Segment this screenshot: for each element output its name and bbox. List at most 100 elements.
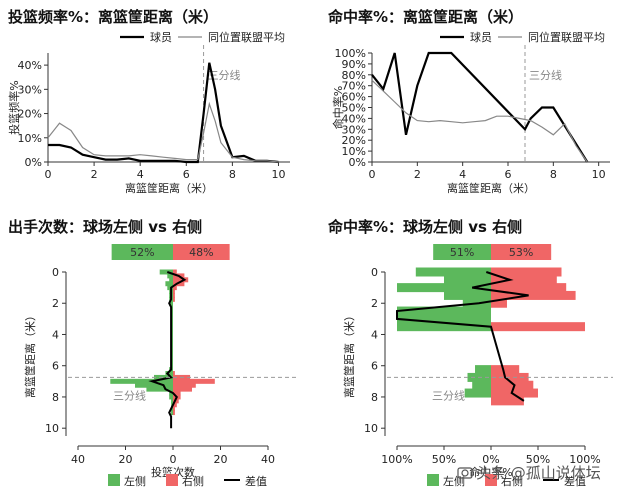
legend-left-swatch (427, 474, 439, 486)
right-bar (173, 285, 177, 291)
y-tick-label: 4 (52, 328, 59, 341)
left-bar (146, 386, 173, 392)
right-bar (491, 298, 507, 308)
y-tick-label: 2 (371, 297, 378, 310)
camera-icon-lens (461, 469, 469, 477)
right-bar (491, 322, 585, 332)
y-axis-label: 投篮频率% (7, 80, 21, 134)
x-tick-label: 0% (482, 453, 499, 466)
left-bar (444, 275, 491, 285)
three-point-label: 三分线 (432, 388, 465, 402)
left-bar (397, 306, 491, 316)
y-tick-label: 0% (349, 156, 366, 169)
x-tick-label: 100% (569, 453, 600, 466)
series-player-line (48, 62, 279, 164)
series-league-line (371, 79, 588, 163)
y-tick-label: 50% (342, 102, 366, 115)
left-bar (464, 388, 491, 398)
x-tick-label: 40 (261, 453, 275, 466)
y-tick-label: 90% (342, 58, 366, 71)
y-tick-label: 4 (371, 328, 378, 341)
right-bar (173, 382, 196, 388)
legend-left-label: 左侧 (124, 475, 146, 488)
x-tick-label: 50% (432, 453, 456, 466)
x-axis-label: 命中率% (469, 465, 512, 479)
y-tick-label: 0 (371, 266, 378, 279)
y-tick-label: 6 (371, 360, 378, 373)
left-bar (165, 281, 173, 287)
three-point-label: 三分线 (208, 68, 241, 82)
right-bar (173, 269, 177, 275)
right-bar (173, 277, 189, 283)
y-tick-label: 8 (371, 391, 378, 404)
x-tick-label: 0 (45, 168, 52, 181)
camera-icon-body (457, 467, 473, 479)
y-tick-label: 20% (18, 108, 42, 121)
x-tick-label: 20 (214, 453, 228, 466)
right-bar (491, 267, 562, 277)
left-bar (397, 314, 491, 324)
left-bar (165, 371, 173, 377)
legend-diff-label: 差值 (245, 474, 267, 488)
summary-right-pct: 48% (189, 246, 213, 259)
right-bar (491, 380, 534, 390)
summary-left-bar (111, 244, 173, 260)
legend-right-swatch (485, 474, 497, 486)
x-axis-label: 离篮筐距离（米） (447, 181, 535, 195)
chart-title: 投篮频率%：离篮筐距离（米） (8, 8, 218, 26)
x-tick-label: 100% (381, 453, 412, 466)
right-bar (491, 283, 567, 293)
legend-league-label: 同位置联盟平均 (528, 30, 605, 44)
left-bar (171, 398, 173, 404)
y-tick-label: 20% (342, 134, 366, 147)
summary-right-bar (173, 244, 230, 260)
summary-right-pct: 53% (509, 246, 533, 259)
y-tick-label: 0% (25, 156, 42, 169)
right-bar (491, 365, 520, 375)
right-bar (491, 388, 538, 398)
summary-right-bar (491, 244, 552, 260)
x-tick-label: 6 (505, 168, 512, 181)
left-bar (397, 322, 491, 332)
three-point-label: 三分线 (529, 68, 562, 82)
y-axis-label: 离篮筐距离（米） (23, 310, 37, 398)
y-tick-label: 0 (52, 266, 59, 279)
x-axis-label: 离篮筐距离（米） (125, 181, 213, 195)
right-bar (173, 296, 175, 302)
x-tick-label: 0 (369, 168, 376, 181)
left-bar (472, 380, 491, 390)
chart-fg-pct-left-vs-right: 命中率%：球场左侧 vs 右侧 51% 53% 三分线 0 2 4 6 8 10 100% 50% 0… (327, 218, 613, 488)
left-bar (444, 290, 491, 300)
right-bar (173, 410, 175, 416)
legend-diff-label: 差值 (564, 474, 586, 488)
left-bar (415, 267, 491, 277)
left-bar (169, 277, 173, 283)
x-tick-label: 8 (229, 168, 236, 181)
chart-title: 出手次数：球场左侧 vs 右侧 (8, 218, 202, 236)
three-point-label: 三分线 (113, 388, 146, 402)
chart-fg-pct-by-distance: 命中率%：离篮筐距离（米） 0 2 4 6 8 100%10%20%30%40%50%60… (327, 8, 610, 195)
y-tick-label: 6 (52, 360, 59, 373)
x-axis-label: 投篮次数 (151, 465, 195, 479)
y-tick-label: 2 (52, 297, 59, 310)
y-tick-label: 100% (335, 47, 366, 60)
x-tick-label: 40 (71, 453, 85, 466)
camera-icon (457, 467, 473, 479)
x-tick-label: 2 (414, 168, 421, 181)
left-bar (171, 410, 173, 416)
series-player-line (371, 51, 589, 163)
right-bar (173, 289, 175, 295)
y-tick-label: 8 (52, 391, 59, 404)
x-tick-label: 10 (271, 168, 285, 181)
y-tick-label: 70% (342, 80, 366, 93)
right-bar (173, 371, 175, 377)
left-bar (135, 382, 173, 388)
x-tick-label: 8 (550, 168, 557, 181)
left-bar (169, 300, 173, 306)
x-tick-label: 4 (137, 168, 144, 181)
legend-player-label: 球员 (470, 30, 492, 44)
series-league-line (47, 101, 279, 163)
legend-player-label: 球员 (150, 30, 172, 44)
y-tick-label: 40% (18, 59, 42, 72)
